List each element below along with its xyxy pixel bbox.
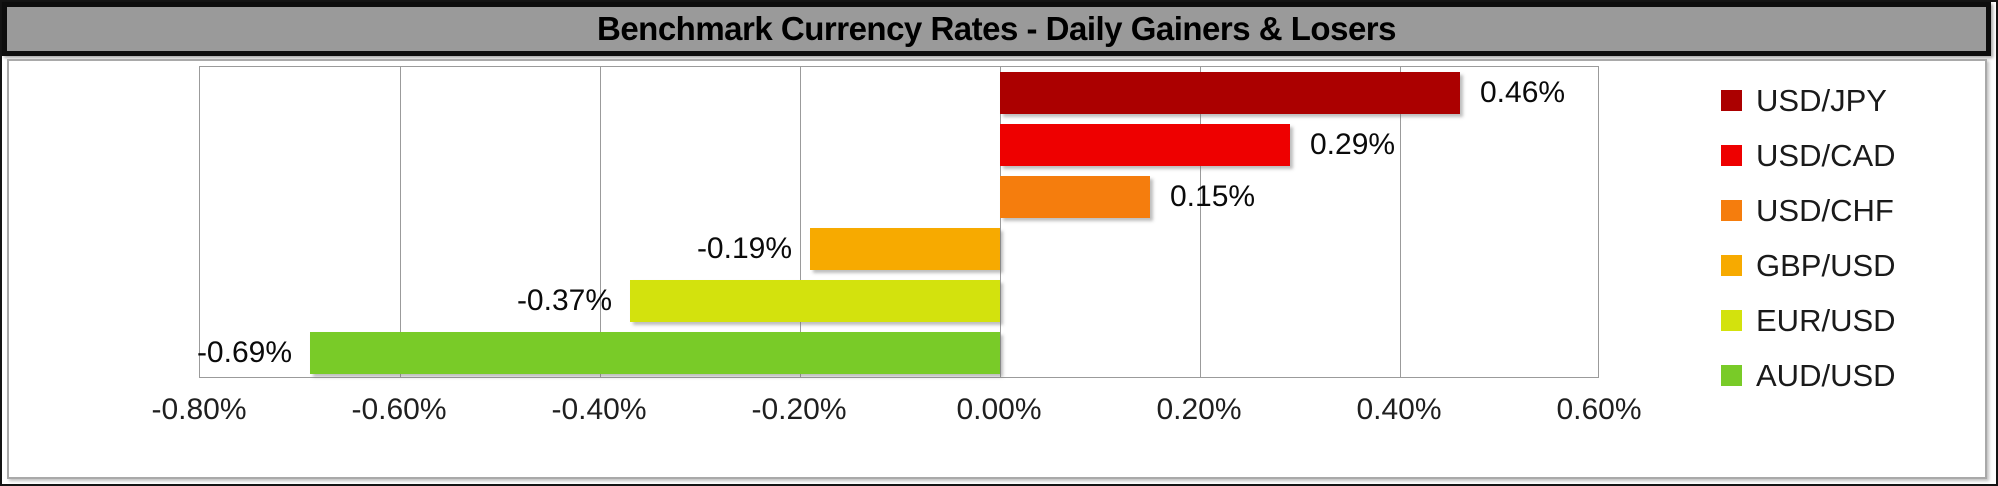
gridline xyxy=(1200,67,1201,377)
bar-value-label: -0.37% xyxy=(516,284,612,317)
legend-swatch xyxy=(1721,200,1742,221)
bar-value-label: 0.15% xyxy=(1170,180,1256,213)
x-tick-label: -0.80% xyxy=(151,393,247,426)
legend: USD/JPY USD/CAD USD/CHF GBP/USD EUR/USD AUD/U… xyxy=(1721,73,1896,403)
legend-label: GBP/USD xyxy=(1756,247,1896,283)
legend-item-usd-jpy[interactable]: USD/JPY xyxy=(1721,73,1896,128)
bar-aud-usd[interactable] xyxy=(310,332,1000,374)
legend-swatch xyxy=(1721,90,1742,111)
gridline xyxy=(600,67,601,377)
chart-area[interactable]: 0.46% 0.29% 0.15% -0.19% -0.37% -0.69% -0.80%… xyxy=(7,59,1987,479)
legend-item-usd-cad[interactable]: USD/CAD xyxy=(1721,128,1896,183)
chart-title: Benchmark Currency Rates - Daily Gainers… xyxy=(596,10,1397,47)
bar-value-label: 0.29% xyxy=(1310,128,1396,161)
gridline xyxy=(800,67,801,377)
x-tick-label: 0.60% xyxy=(1556,393,1642,426)
x-tick-label: 0.20% xyxy=(1156,393,1242,426)
legend-label: USD/CHF xyxy=(1756,192,1894,228)
bar-eur-usd[interactable] xyxy=(630,280,1000,322)
legend-swatch xyxy=(1721,310,1742,331)
legend-item-aud-usd[interactable]: AUD/USD xyxy=(1721,348,1896,403)
legend-label: USD/CAD xyxy=(1756,137,1896,173)
legend-swatch xyxy=(1721,145,1742,166)
chart-title-bar: Benchmark Currency Rates - Daily Gainers… xyxy=(2,2,1991,56)
x-tick-label: -0.20% xyxy=(751,393,847,426)
legend-label: EUR/USD xyxy=(1756,302,1896,338)
legend-item-gbp-usd[interactable]: GBP/USD xyxy=(1721,238,1896,293)
x-tick-label: -0.60% xyxy=(351,393,447,426)
gridline xyxy=(400,67,401,377)
legend-label: AUD/USD xyxy=(1756,357,1896,393)
bar-gbp-usd[interactable] xyxy=(810,228,1000,270)
bar-value-label: -0.19% xyxy=(696,232,792,265)
legend-label: USD/JPY xyxy=(1756,82,1887,118)
legend-swatch xyxy=(1721,255,1742,276)
legend-swatch xyxy=(1721,365,1742,386)
legend-item-eur-usd[interactable]: EUR/USD xyxy=(1721,293,1896,348)
bar-usd-jpy[interactable] xyxy=(1000,72,1460,114)
x-tick-label: 0.40% xyxy=(1356,393,1442,426)
bar-value-label: -0.69% xyxy=(196,336,292,369)
legend-item-usd-chf[interactable]: USD/CHF xyxy=(1721,183,1896,238)
bar-usd-cad[interactable] xyxy=(1000,124,1290,166)
x-tick-label: 0.00% xyxy=(956,393,1042,426)
x-tick-label: -0.40% xyxy=(551,393,647,426)
gridline xyxy=(1000,67,1001,377)
gridline xyxy=(1400,67,1401,377)
bar-value-label: 0.46% xyxy=(1480,76,1566,109)
plot-area[interactable]: 0.46% 0.29% 0.15% -0.19% -0.37% -0.69% xyxy=(196,66,1599,378)
bar-usd-chf[interactable] xyxy=(1000,176,1150,218)
